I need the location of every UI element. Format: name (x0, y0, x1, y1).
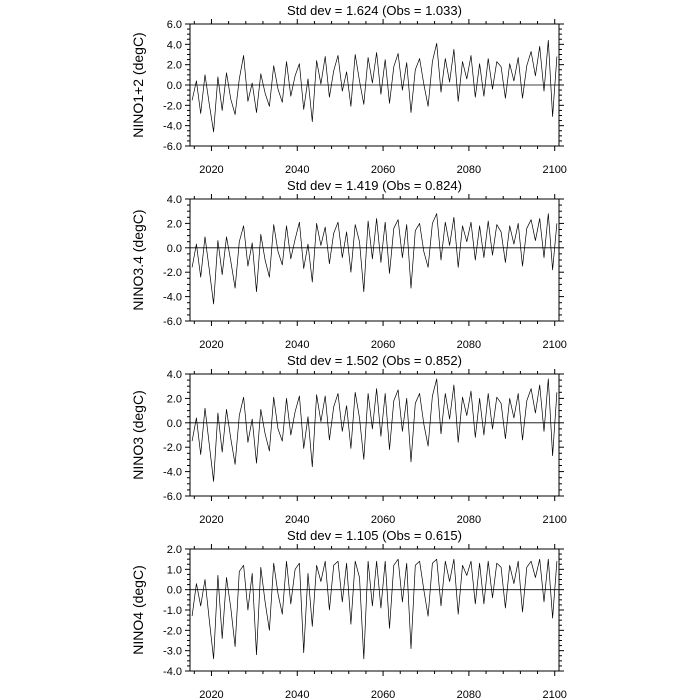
x-tick-label: 2020 (199, 164, 223, 176)
y-tick-label: 2.0 (167, 393, 182, 405)
y-tick-label: 1.0 (167, 564, 182, 576)
y-axis-label: NINO3 (degC) (130, 390, 146, 479)
y-axis-label: NINO4 (degC) (130, 565, 146, 654)
chart-title: Std dev = 1.419 (Obs = 0.824) (287, 178, 462, 193)
x-tick-label: 2100 (542, 339, 566, 351)
x-tick-label: 2080 (457, 164, 481, 176)
x-tick-label: 2040 (285, 514, 309, 526)
x-tick-label: 2080 (457, 339, 481, 351)
y-tick-label: -2.0 (163, 625, 182, 637)
y-axis-label: NINO1+2 (degC) (130, 32, 146, 137)
y-tick-label: -4.0 (163, 666, 182, 678)
y-tick-label: -3.0 (163, 646, 182, 658)
y-tick-label: -4.0 (163, 121, 182, 133)
series-line (191, 558, 558, 660)
x-tick-label: 2040 (285, 164, 309, 176)
x-tick-label: 2060 (371, 164, 395, 176)
plot-frame (189, 548, 560, 672)
y-tick-label: 4.0 (167, 39, 182, 51)
x-tick-label: 2040 (285, 689, 309, 700)
x-tick-label: 2060 (371, 689, 395, 700)
series-line (191, 39, 558, 133)
x-tick-label: 2020 (199, 339, 223, 351)
plot-frame (189, 373, 560, 497)
x-tick-label: 2040 (285, 339, 309, 351)
x-tick-label: 2020 (199, 514, 223, 526)
y-tick-label: -6.0 (163, 316, 182, 328)
y-tick-label: 2.0 (167, 544, 182, 556)
series-line (191, 378, 558, 482)
y-tick-label: -2.0 (163, 267, 182, 279)
y-tick-label: 4.0 (167, 369, 182, 381)
chart-title: Std dev = 1.105 (Obs = 0.615) (287, 528, 462, 543)
x-tick-label: 2060 (371, 514, 395, 526)
y-tick-label: 2.0 (167, 60, 182, 72)
y-tick-label: -2.0 (163, 442, 182, 454)
chart-panel-2: Std dev = 1.419 (Obs = 0.824) NINO3.4 (de… (130, 178, 567, 351)
x-tick-label: 2060 (371, 339, 395, 351)
y-tick-label: -6.0 (163, 141, 182, 153)
x-tick-label: 2100 (542, 689, 566, 700)
y-axis-label: NINO3.4 (degC) (130, 209, 146, 310)
y-tick-label: 4.0 (167, 194, 182, 206)
chart-panel-1: Std dev = 1.624 (Obs = 1.033) NINO1+2 (de… (130, 3, 567, 176)
y-tick-label: -1.0 (163, 605, 182, 617)
y-tick-label: 0.0 (167, 585, 182, 597)
plot-frame (189, 198, 560, 322)
y-tick-label: -2.0 (163, 100, 182, 112)
y-tick-label: 2.0 (167, 218, 182, 230)
y-tick-label: -6.0 (163, 491, 182, 503)
chart-panel-3: Std dev = 1.502 (Obs = 0.852) NINO3 (degC… (130, 353, 567, 526)
x-tick-label: 2020 (199, 689, 223, 700)
y-tick-label: -4.0 (163, 467, 182, 479)
x-tick-label: 2080 (457, 689, 481, 700)
chart-title: Std dev = 1.502 (Obs = 0.852) (287, 353, 462, 368)
x-tick-label: 2100 (542, 164, 566, 176)
y-tick-label: 6.0 (167, 19, 182, 31)
chart-panel-4: Std dev = 1.105 (Obs = 0.615) NINO4 (degC… (130, 528, 567, 700)
x-tick-label: 2080 (457, 514, 481, 526)
series-line (191, 213, 558, 305)
chart-title: Std dev = 1.624 (Obs = 1.033) (287, 3, 462, 18)
x-tick-label: 2100 (542, 514, 566, 526)
y-tick-label: -4.0 (163, 292, 182, 304)
y-tick-label: 0.0 (167, 80, 182, 92)
y-tick-label: 0.0 (167, 418, 182, 430)
y-tick-label: 0.0 (167, 243, 182, 255)
